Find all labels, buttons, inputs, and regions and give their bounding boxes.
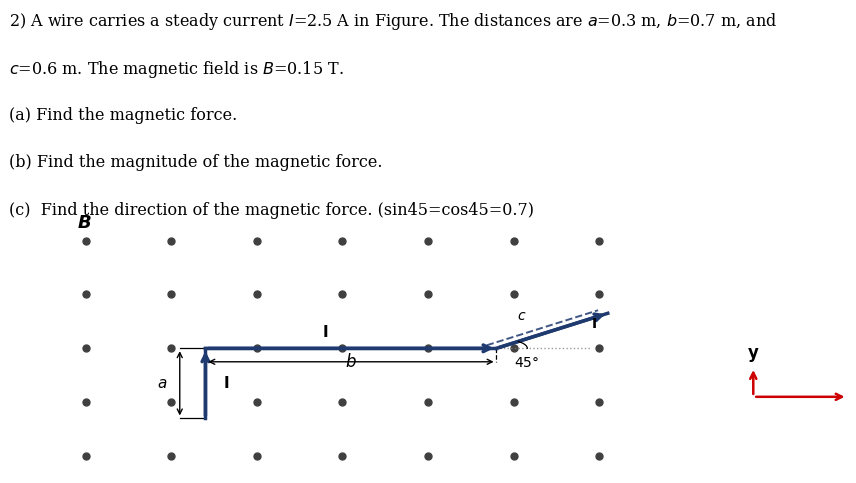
Text: 2) A wire carries a steady current $I$=2.5 A in Figure. The distances are $a$=0.: 2) A wire carries a steady current $I$=2… [9, 11, 776, 32]
Text: $\mathbf{I}$: $\mathbf{I}$ [591, 317, 597, 331]
Text: (c)  Find the direction of the magnetic force. (sin45=cos45=0.7): (c) Find the direction of the magnetic f… [9, 202, 533, 219]
Text: $c$: $c$ [517, 309, 527, 323]
Text: $45°$: $45°$ [514, 356, 539, 370]
Text: $b$: $b$ [345, 353, 357, 371]
Text: $c$=0.6 m. The magnetic field is $B$=0.15 T.: $c$=0.6 m. The magnetic field is $B$=0.1… [9, 58, 343, 80]
Text: $\mathbf{y}$: $\mathbf{y}$ [747, 346, 759, 365]
Text: $\mathbf{I}$: $\mathbf{I}$ [223, 375, 229, 391]
Text: (b) Find the magnitude of the magnetic force.: (b) Find the magnitude of the magnetic f… [9, 154, 382, 171]
Text: (a) Find the magnetic force.: (a) Find the magnetic force. [9, 106, 237, 124]
Text: $\mathbf{I}$: $\mathbf{I}$ [322, 324, 329, 340]
Text: $\bfit{B}$: $\bfit{B}$ [77, 214, 92, 232]
Text: $a$: $a$ [158, 376, 168, 391]
